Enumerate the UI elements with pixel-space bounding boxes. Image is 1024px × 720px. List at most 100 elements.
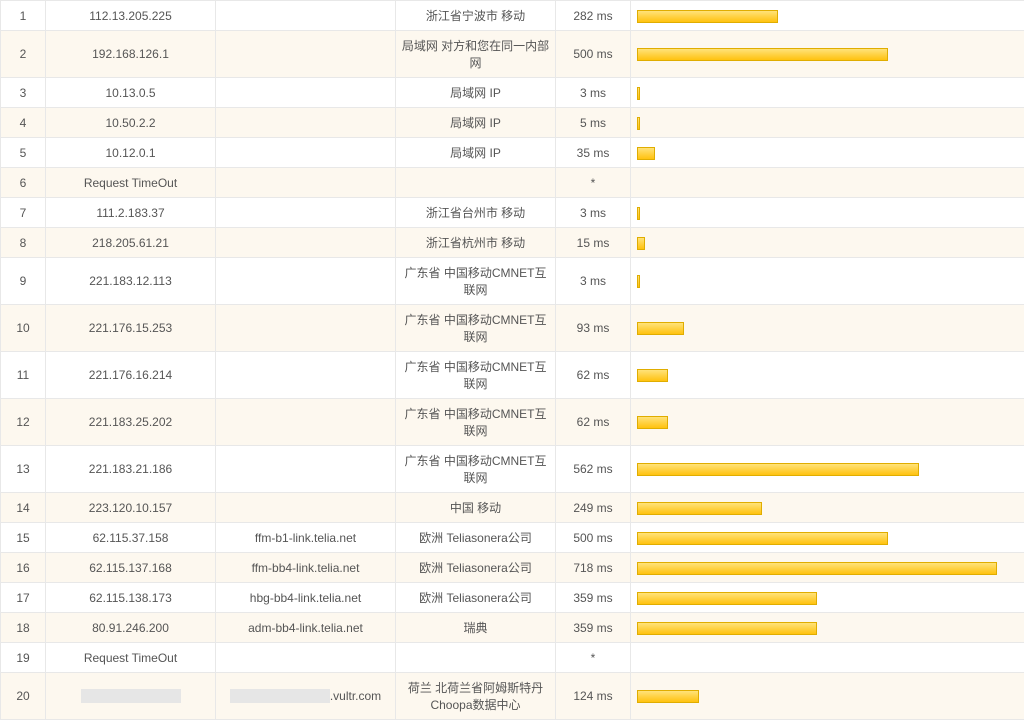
hop-number: 5	[1, 138, 46, 168]
hop-number: 12	[1, 399, 46, 446]
table-row: 6Request TimeOut*	[1, 168, 1024, 198]
rtt-value: 5 ms	[556, 108, 631, 138]
ip-address: 221.183.25.202	[46, 399, 216, 446]
hostname	[216, 228, 396, 258]
table-row: 1112.13.205.225浙江省宁波市 移动282 ms	[1, 1, 1024, 31]
hop-number: 17	[1, 583, 46, 613]
hostname	[216, 31, 396, 78]
ip-address: 221.176.15.253	[46, 305, 216, 352]
hop-number: 20	[1, 673, 46, 720]
hostname	[216, 643, 396, 673]
latency-bar-cell	[631, 138, 1024, 168]
location: 广东省 中国移动CMNET互联网	[396, 258, 556, 305]
latency-bar-cell	[631, 168, 1024, 198]
rtt-value: 15 ms	[556, 228, 631, 258]
table-row: 1762.115.138.173hbg-bb4-link.telia.net欧洲…	[1, 583, 1024, 613]
latency-bar-cell	[631, 198, 1024, 228]
rtt-value: 249 ms	[556, 493, 631, 523]
latency-bar-cell	[631, 673, 1024, 720]
hop-number: 11	[1, 352, 46, 399]
hostname	[216, 78, 396, 108]
ip-address: 192.168.126.1	[46, 31, 216, 78]
location: 欧洲 Teliasonera公司	[396, 583, 556, 613]
hostname	[216, 446, 396, 493]
hop-number: 19	[1, 643, 46, 673]
hostname	[216, 198, 396, 228]
hop-number: 15	[1, 523, 46, 553]
hostname	[216, 493, 396, 523]
table-row: 8218.205.61.21浙江省杭州市 移动15 ms	[1, 228, 1024, 258]
rtt-value: 35 ms	[556, 138, 631, 168]
latency-bar	[637, 502, 762, 515]
latency-bar	[637, 237, 645, 250]
location: 局域网 对方和您在同一内部网	[396, 31, 556, 78]
table-row: 9221.183.12.113广东省 中国移动CMNET互联网3 ms	[1, 258, 1024, 305]
table-row: 19Request TimeOut*	[1, 643, 1024, 673]
hostname: adm-bb4-link.telia.net	[216, 613, 396, 643]
redacted-block	[230, 689, 330, 703]
location: 广东省 中国移动CMNET互联网	[396, 446, 556, 493]
latency-bar	[637, 87, 640, 100]
location: 局域网 IP	[396, 78, 556, 108]
location: 浙江省宁波市 移动	[396, 1, 556, 31]
hop-number: 3	[1, 78, 46, 108]
hop-number: 16	[1, 553, 46, 583]
latency-bar	[637, 48, 888, 61]
hop-number: 2	[1, 31, 46, 78]
latency-bar-cell	[631, 108, 1024, 138]
hop-number: 4	[1, 108, 46, 138]
location: 荷兰 北荷兰省阿姆斯特丹Choopa数据中心	[396, 673, 556, 720]
table-row: 10221.176.15.253广东省 中国移动CMNET互联网93 ms	[1, 305, 1024, 352]
rtt-value: 3 ms	[556, 78, 631, 108]
location: 欧洲 Teliasonera公司	[396, 523, 556, 553]
ip-address: 80.91.246.200	[46, 613, 216, 643]
rtt-value: *	[556, 643, 631, 673]
ip-address: 112.13.205.225	[46, 1, 216, 31]
rtt-value: 62 ms	[556, 352, 631, 399]
latency-bar-cell	[631, 493, 1024, 523]
latency-bar	[637, 622, 817, 635]
table-row: 11221.176.16.214广东省 中国移动CMNET互联网62 ms	[1, 352, 1024, 399]
hostname	[216, 1, 396, 31]
rtt-value: 359 ms	[556, 583, 631, 613]
latency-bar	[637, 416, 668, 429]
location: 广东省 中国移动CMNET互联网	[396, 399, 556, 446]
latency-bar	[637, 562, 997, 575]
hop-number: 10	[1, 305, 46, 352]
rtt-value: 62 ms	[556, 399, 631, 446]
hop-number: 18	[1, 613, 46, 643]
ip-address	[46, 673, 216, 720]
rtt-value: 3 ms	[556, 258, 631, 305]
table-row: 1662.115.137.168ffm-bb4-link.telia.net欧洲…	[1, 553, 1024, 583]
latency-bar	[637, 369, 668, 382]
rtt-value: *	[556, 168, 631, 198]
latency-bar-cell	[631, 399, 1024, 446]
latency-bar-cell	[631, 446, 1024, 493]
hostname	[216, 108, 396, 138]
traceroute-table: 1112.13.205.225浙江省宁波市 移动282 ms2192.168.1…	[0, 0, 1024, 720]
rtt-value: 282 ms	[556, 1, 631, 31]
location	[396, 168, 556, 198]
table-row: 2192.168.126.1局域网 对方和您在同一内部网500 ms	[1, 31, 1024, 78]
location: 欧洲 Teliasonera公司	[396, 553, 556, 583]
latency-bar-cell	[631, 553, 1024, 583]
rtt-value: 93 ms	[556, 305, 631, 352]
table-row: 1880.91.246.200adm-bb4-link.telia.net瑞典3…	[1, 613, 1024, 643]
ip-address: 10.50.2.2	[46, 108, 216, 138]
location	[396, 643, 556, 673]
hop-number: 9	[1, 258, 46, 305]
ip-address: 62.115.137.168	[46, 553, 216, 583]
rtt-value: 359 ms	[556, 613, 631, 643]
location: 浙江省台州市 移动	[396, 198, 556, 228]
location: 瑞典	[396, 613, 556, 643]
latency-bar-cell	[631, 1, 1024, 31]
hostname	[216, 168, 396, 198]
location: 局域网 IP	[396, 108, 556, 138]
ip-address: 111.2.183.37	[46, 198, 216, 228]
latency-bar-cell	[631, 78, 1024, 108]
ip-address: 221.183.21.186	[46, 446, 216, 493]
ip-address: 218.205.61.21	[46, 228, 216, 258]
latency-bar-cell	[631, 258, 1024, 305]
hostname	[216, 258, 396, 305]
location: 局域网 IP	[396, 138, 556, 168]
